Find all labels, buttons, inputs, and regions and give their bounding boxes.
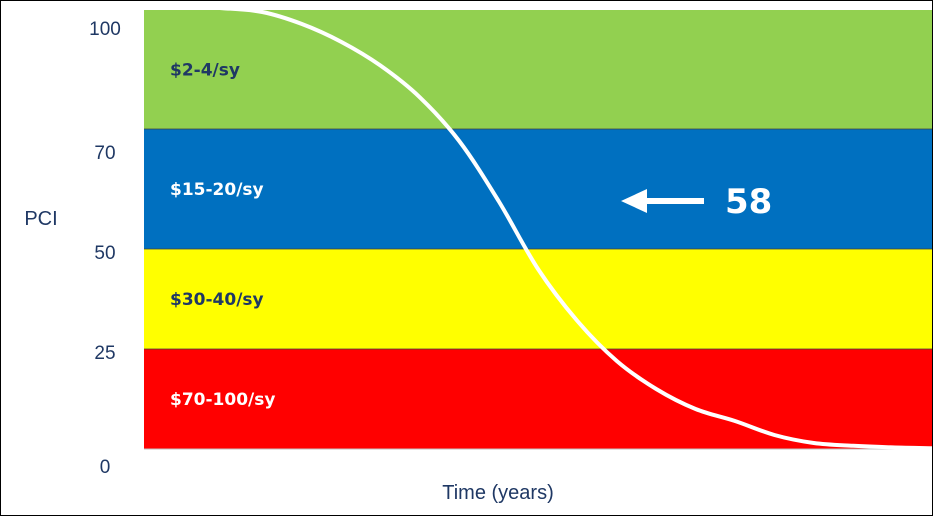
y-tick-label-3: 70	[94, 143, 115, 164]
cost-band-label-0: $2-4/sy	[170, 61, 240, 81]
cost-band-1	[144, 129, 932, 249]
x-axis-title: Time (years)	[442, 482, 553, 504]
cost-band-label-1: $15-20/sy	[170, 180, 264, 200]
pci-annotation: 58	[621, 182, 772, 222]
annotation-value: 58	[725, 182, 772, 222]
cost-band-labels: $2-4/sy $15-20/sy $30-40/sy $70-100/sy	[170, 61, 275, 411]
cost-band-0	[144, 10, 932, 129]
y-axis-ticks: 0 25 50 70 100	[89, 19, 121, 478]
y-tick-label-0: 0	[100, 457, 111, 478]
y-axis-title: PCI	[24, 208, 57, 230]
y-tick-label-4: 100	[89, 19, 121, 40]
cost-band-3	[144, 349, 932, 449]
cost-band-label-3: $70-100/sy	[170, 390, 275, 410]
cost-bands	[144, 10, 932, 450]
y-tick-label-2: 50	[94, 243, 115, 264]
arrow-head-icon	[621, 189, 647, 213]
pci-curve-layer	[142, 4, 932, 451]
pci-deterioration-curve	[142, 4, 932, 451]
cost-band-label-2: $30-40/sy	[170, 290, 264, 310]
y-tick-label-1: 25	[94, 343, 115, 364]
